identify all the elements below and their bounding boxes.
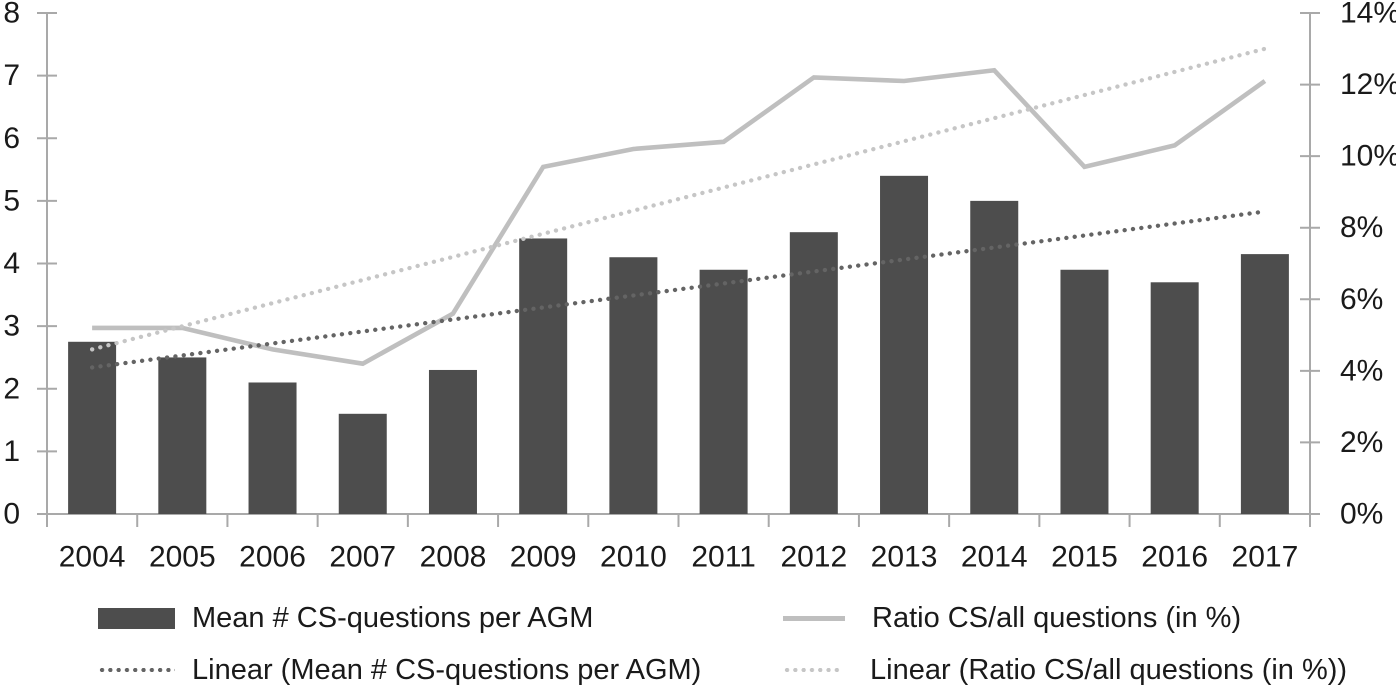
right-axis-tick-label: 10% [1340,140,1396,173]
left-axis-tick-label: 7 [3,59,20,92]
bar-2012 [789,232,838,514]
x-axis-tick-label: 2007 [329,541,396,574]
x-axis-tick-label: 2004 [59,541,126,574]
legend-item-mean-bars: Mean # CS-questions per AGM [98,602,594,634]
right-axis-tick-label: 8% [1340,211,1383,244]
x-axis-labels: 2004 2005 2006 2007 2008 2009 2010 2011 2012 2013… [59,541,1299,574]
bar-series-mean-cs-questions [68,175,1289,514]
legend-label-mean-trend: Linear (Mean # CS-questions per AGM) [192,654,702,686]
left-axis-tick-label: 3 [3,310,20,343]
right-axis-tick-label: 14% [1340,0,1396,30]
bar-2015 [1060,269,1109,514]
right-axis-labels: 0% 2% 4% 6% 8% 10% 12% 14% [1340,0,1396,531]
bar-2011 [699,269,748,514]
left-axis-tick-label: 0 [3,498,20,531]
bar-2013 [880,175,929,514]
legend-item-ratio-trend: Linear (Ratio CS/all questions (in %)) [783,654,1348,686]
left-axis-tick-label: 2 [3,372,20,405]
x-axis-tick-label: 2017 [1232,541,1299,574]
left-axis-tick-label: 8 [3,0,20,30]
dark-dotted-swatch-icon [98,667,175,673]
left-axis-ticks [37,12,57,515]
x-axis-tick-label: 2013 [871,541,938,574]
x-axis-tick-label: 2015 [1051,541,1118,574]
legend-item-mean-trend: Linear (Mean # CS-questions per AGM) [98,654,702,686]
bar-2010 [609,257,658,514]
bar-2007 [338,413,387,514]
bar-2016 [1150,282,1199,514]
x-axis-tick-label: 2014 [961,541,1028,574]
bar-2017 [1240,254,1289,514]
x-axis-tick-label: 2011 [691,541,756,574]
left-axis-tick-label: 6 [3,122,20,155]
left-axis-tick-label: 5 [3,184,20,217]
x-axis-tick-label: 2006 [239,541,306,574]
line-series-swatch-icon [783,615,845,621]
light-dotted-swatch-icon [783,667,843,673]
combo-chart-canvas: 0 1 2 3 4 5 6 7 8 0% 2% 4% 6% 8% 10% 12% 14% 2004 2005 2006… [3,0,1396,574]
right-axis-tick-label: 12% [1340,68,1396,101]
bar-2004 [68,341,117,514]
bar-2009 [519,238,568,514]
right-axis-tick-label: 4% [1340,354,1383,387]
left-axis-labels: 0 1 2 3 4 5 6 7 8 [3,0,20,531]
right-axis-tick-label: 2% [1340,426,1383,459]
x-axis-tick-label: 2010 [600,541,667,574]
ratio-line-series [92,67,1267,367]
bar-2014 [970,200,1019,514]
bar-series-swatch-icon [98,607,175,629]
right-axis-tick-label: 0% [1340,498,1383,531]
left-axis-tick-label: 4 [3,247,20,280]
x-axis-ticks [46,514,1311,527]
right-axis-tick-label: 6% [1340,283,1383,316]
bar-2005 [158,357,207,514]
ratio-trend-line [89,46,1268,352]
x-axis-tick-label: 2008 [420,541,487,574]
x-axis-tick-label: 2009 [510,541,577,574]
x-axis-tick-label: 2005 [149,541,216,574]
left-axis-tick-label: 1 [3,435,20,468]
bar-2008 [428,369,477,514]
bar-2006 [248,382,297,514]
x-axis-tick-label: 2016 [1141,541,1208,574]
legend-label-ratio-line: Ratio CS/all questions (in %) [872,602,1242,634]
legend-item-ratio-line: Ratio CS/all questions (in %) [783,602,1242,634]
legend-label-ratio-trend: Linear (Ratio CS/all questions (in %)) [870,654,1348,686]
legend-label-mean-bars: Mean # CS-questions per AGM [192,602,594,634]
x-axis-tick-label: 2012 [780,541,847,574]
